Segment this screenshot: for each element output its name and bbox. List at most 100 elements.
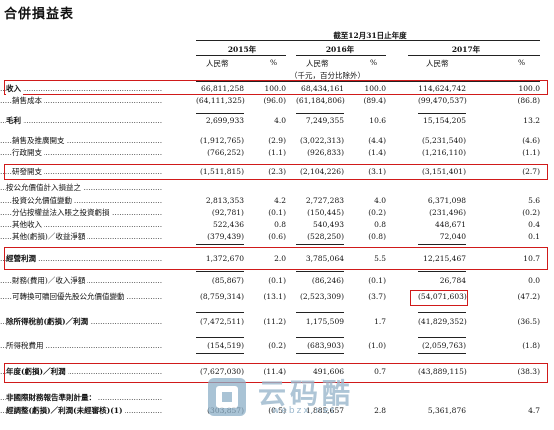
row-label: 分佔按權益法入賬之投資虧損 [12, 207, 112, 219]
watermark-logo-icon [208, 378, 246, 416]
percent-cell: 4.0 [274, 116, 286, 125]
sub-rule [418, 353, 466, 354]
amount-cell: 2,727,283 [305, 196, 344, 205]
amount-cell: (1,511,815) [199, 167, 244, 176]
highlight-annual-result [4, 363, 548, 383]
sub-rule [418, 244, 466, 245]
table-row: ........................................… [0, 275, 554, 287]
percent-cell: (0.5) [268, 406, 286, 415]
amount-cell: (61,184,806) [296, 96, 345, 105]
row-label: 毛利 [6, 115, 23, 127]
percent-cell: (2.3) [268, 167, 286, 176]
amount-cell: (7,627,030) [199, 367, 244, 376]
table-row: ........................................… [0, 166, 554, 178]
amount-cell: 5,361,876 [427, 406, 466, 415]
amount-cell: (5,231,540) [421, 136, 466, 145]
amount-cell: 12,215,467 [423, 254, 466, 263]
percent-cell: 0.0 [528, 276, 540, 285]
percent-cell: 100.0 [264, 84, 286, 93]
percent-cell: 0.8 [374, 220, 386, 229]
percent-cell: (36.5) [517, 317, 540, 326]
percent-cell: (0.8) [368, 232, 386, 241]
year-rule-2016 [296, 55, 386, 56]
leader-dots: ........................................… [0, 96, 163, 105]
amount-cell: 6,371,098 [427, 196, 466, 205]
row-label: 所得稅費用 [6, 340, 46, 352]
currency-2015: 人民幣 [206, 59, 229, 68]
percent-cell: (1.8) [522, 341, 540, 350]
table-row: ........................................… [0, 115, 554, 127]
sub-rule [296, 337, 344, 338]
row-label: 財務(費用)／收入淨額 [12, 275, 88, 287]
sub-rule [418, 271, 466, 272]
percent-cell: 2.0 [274, 254, 286, 263]
leader-dots: ........................................… [0, 367, 163, 376]
amount-cell: (92,781) [211, 208, 244, 217]
percent-cell: (13.1) [263, 292, 286, 301]
percent-cell: 5.5 [374, 254, 386, 263]
row-label: 可轉換可贖回優先股公允價值變動 [12, 291, 127, 303]
percent-cell: (0.1) [368, 276, 386, 285]
row-label: 銷售及推廣開支 [12, 135, 67, 147]
percent-cell: (0.1) [268, 276, 286, 285]
percent-cell: (0.1) [268, 208, 286, 217]
sub-rule [296, 244, 344, 245]
percent-cell: (4.4) [368, 136, 386, 145]
leader-dots: ........................................… [0, 148, 163, 157]
watermark-text: 云码酷 [258, 377, 355, 410]
amount-cell: 1,175,509 [305, 317, 344, 326]
amount-cell: (85,867) [211, 276, 244, 285]
percent-cell: 4.2 [274, 196, 286, 205]
amount-cell: 448,671 [434, 220, 466, 229]
leader-dots: ........................................… [0, 220, 163, 229]
amount-cell: (54,071,603) [418, 292, 467, 301]
percent-cell: (1.0) [368, 341, 386, 350]
amount-cell: 2,699,933 [205, 116, 244, 125]
amount-cell: (766,252) [207, 148, 244, 157]
percent-cell: 0.4 [528, 220, 540, 229]
sub-rule [418, 113, 466, 114]
amount-cell: (86,246) [311, 276, 344, 285]
amount-cell: 66,811,258 [201, 84, 244, 93]
table-row: ........................................… [0, 316, 554, 328]
table-row: ........................................… [0, 219, 554, 231]
row-label: 按公允價值計入損益之 [6, 182, 83, 194]
sub-rule [418, 312, 466, 313]
percent-cell: (2.9) [268, 136, 286, 145]
row-label: 研發開支 [12, 166, 44, 178]
currency-2017: 人民幣 [426, 59, 449, 68]
percent-cell: 100.0 [518, 84, 540, 93]
amount-cell: (926,833) [307, 148, 344, 157]
sub-rule [296, 271, 344, 272]
watermark-url: webzx.net [272, 406, 337, 416]
year-rule-2015 [196, 55, 286, 56]
percent-cell: 10.6 [369, 116, 386, 125]
leader-dots: ........................................… [0, 84, 163, 93]
table-row: ........................................… [0, 253, 554, 265]
percent-cell: 10.7 [523, 254, 540, 263]
sub-rule [418, 337, 466, 338]
amount-cell: (1,912,765) [199, 136, 244, 145]
leader-dots: ........................................… [0, 341, 163, 350]
amount-cell: (1,216,110) [421, 148, 466, 157]
percent-2015: % [270, 58, 278, 67]
period-header: 截至12月31日止年度 [333, 31, 407, 40]
amount-cell: 26,784 [439, 276, 466, 285]
row-label: 其他(虧損)／收益淨額 [12, 231, 88, 243]
amount-cell: (379,439) [207, 232, 244, 241]
row-label: 經營利潤 [6, 253, 38, 265]
header-bottom-rule [196, 81, 540, 82]
amount-cell: (683,903) [307, 341, 344, 350]
table-row: ........................................… [0, 83, 554, 95]
year-2016: 2016年 [325, 45, 355, 54]
sub-rule [196, 312, 244, 313]
amount-cell: (154,519) [207, 341, 244, 350]
amount-cell: (3,151,401) [421, 167, 466, 176]
percent-cell: 100.0 [364, 84, 386, 93]
table-row: ........................................… [0, 207, 554, 219]
percent-cell: (3.7) [368, 292, 386, 301]
table-row: ........................................… [0, 231, 554, 243]
row-label: 投資公允價值變動 [12, 195, 74, 207]
amount-cell: 3,785,064 [305, 254, 344, 263]
row-label: 收入 [6, 83, 23, 95]
